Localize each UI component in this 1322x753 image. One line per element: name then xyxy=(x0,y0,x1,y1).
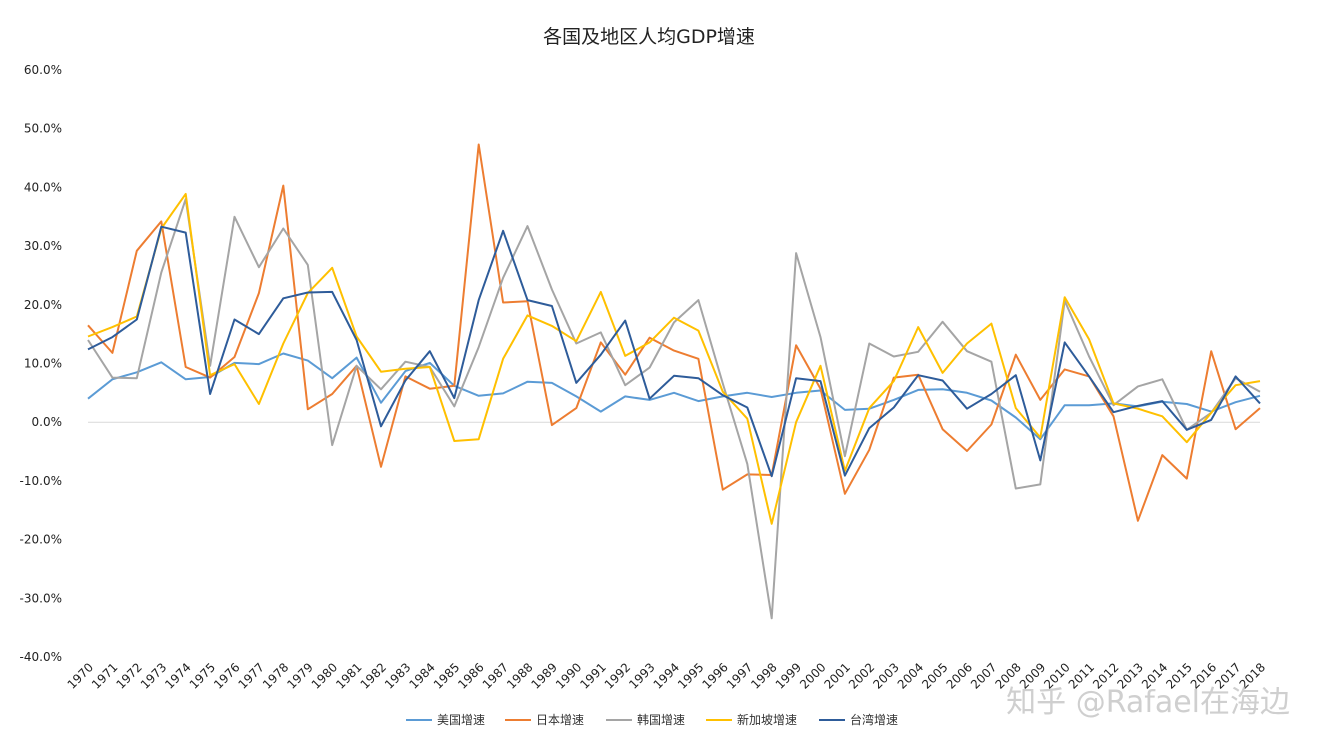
x-tick-label: 2002 xyxy=(846,660,877,691)
x-tick-label: 1976 xyxy=(211,660,242,691)
legend: 美国增速 日本增速 韩国增速 新加坡增速 台湾增速 xyxy=(406,712,898,727)
x-tick-label: 1980 xyxy=(309,660,340,691)
x-tick-label: 1999 xyxy=(773,660,804,691)
x-tick-label: 1994 xyxy=(651,660,682,691)
x-tick-label: 1996 xyxy=(699,660,730,691)
x-tick-label: 2007 xyxy=(968,660,999,691)
y-tick-label: 40.0% xyxy=(24,180,62,194)
x-tick-label: 1970 xyxy=(65,660,96,691)
x-tick-label: 1987 xyxy=(480,660,511,691)
x-tick-label: 1979 xyxy=(284,660,315,691)
x-tick-label: 1988 xyxy=(504,660,535,691)
series-line-0 xyxy=(87,352,1261,441)
x-tick-label: 1982 xyxy=(358,660,389,691)
x-tick-label: 1992 xyxy=(602,660,633,691)
x-tick-label: 1974 xyxy=(162,660,193,691)
x-tick-label: 1986 xyxy=(455,660,486,691)
x-tick-label: 2000 xyxy=(797,660,828,691)
x-tick-label: 1978 xyxy=(260,660,291,691)
y-tick-label: -10.0% xyxy=(20,474,62,488)
series-line-4 xyxy=(87,225,1261,478)
x-tick-label: 1991 xyxy=(577,660,608,691)
series-line-2 xyxy=(87,198,1261,620)
legend-label: 日本增速 xyxy=(536,713,584,727)
x-tick-label: 1989 xyxy=(529,660,560,691)
y-tick-label: -20.0% xyxy=(20,533,62,547)
legend-label: 韩国增速 xyxy=(637,712,685,727)
x-tick-label: 2006 xyxy=(944,660,975,691)
x-tick-label: 1984 xyxy=(406,660,437,691)
x-tick-label: 2004 xyxy=(895,660,926,691)
x-tick-label: 1981 xyxy=(333,660,364,691)
legend-label: 新加坡增速 xyxy=(737,712,797,727)
x-tick-label: 1973 xyxy=(138,660,169,691)
x-tick-label: 1975 xyxy=(187,660,218,691)
y-tick-label: -40.0% xyxy=(20,650,62,664)
x-tick-label: 2005 xyxy=(919,660,950,691)
series-lines xyxy=(87,143,1261,620)
x-tick-label: 1995 xyxy=(675,660,706,691)
x-tick-label: 2001 xyxy=(822,660,853,691)
series-line-3 xyxy=(87,192,1261,525)
x-tick-label: 1977 xyxy=(236,660,267,691)
legend-label: 美国增速 xyxy=(437,713,485,727)
legend-label: 台湾增速 xyxy=(850,712,898,727)
y-tick-label: 30.0% xyxy=(24,239,62,253)
watermark: 知乎 @Rafael在海边 xyxy=(1006,685,1290,720)
x-tick-label: 1997 xyxy=(724,660,755,691)
x-tick-label: 1998 xyxy=(748,660,779,691)
y-tick-label: -30.0% xyxy=(20,591,62,605)
chart-title: 各国及地区人均GDP增速 xyxy=(543,26,755,48)
y-tick-label: 60.0% xyxy=(24,63,62,77)
series-line-1 xyxy=(87,143,1261,522)
x-tick-label: 1990 xyxy=(553,660,584,691)
x-tick-label: 1983 xyxy=(382,660,413,691)
y-tick-label: 20.0% xyxy=(24,298,62,312)
y-tick-label: 50.0% xyxy=(24,122,62,136)
x-tick-label: 1971 xyxy=(89,660,120,691)
x-tick-label: 2003 xyxy=(870,660,901,691)
x-tick-label: 1972 xyxy=(113,660,144,691)
x-tick-label: 1993 xyxy=(626,660,657,691)
x-tick-label: 1985 xyxy=(431,660,462,691)
y-tick-label: 10.0% xyxy=(24,357,62,371)
y-tick-label: 0.0% xyxy=(32,415,63,429)
y-axis: -40.0% -30.0% -20.0% -10.0% 0.0% 10.0% 20.0% 30… xyxy=(20,63,62,664)
